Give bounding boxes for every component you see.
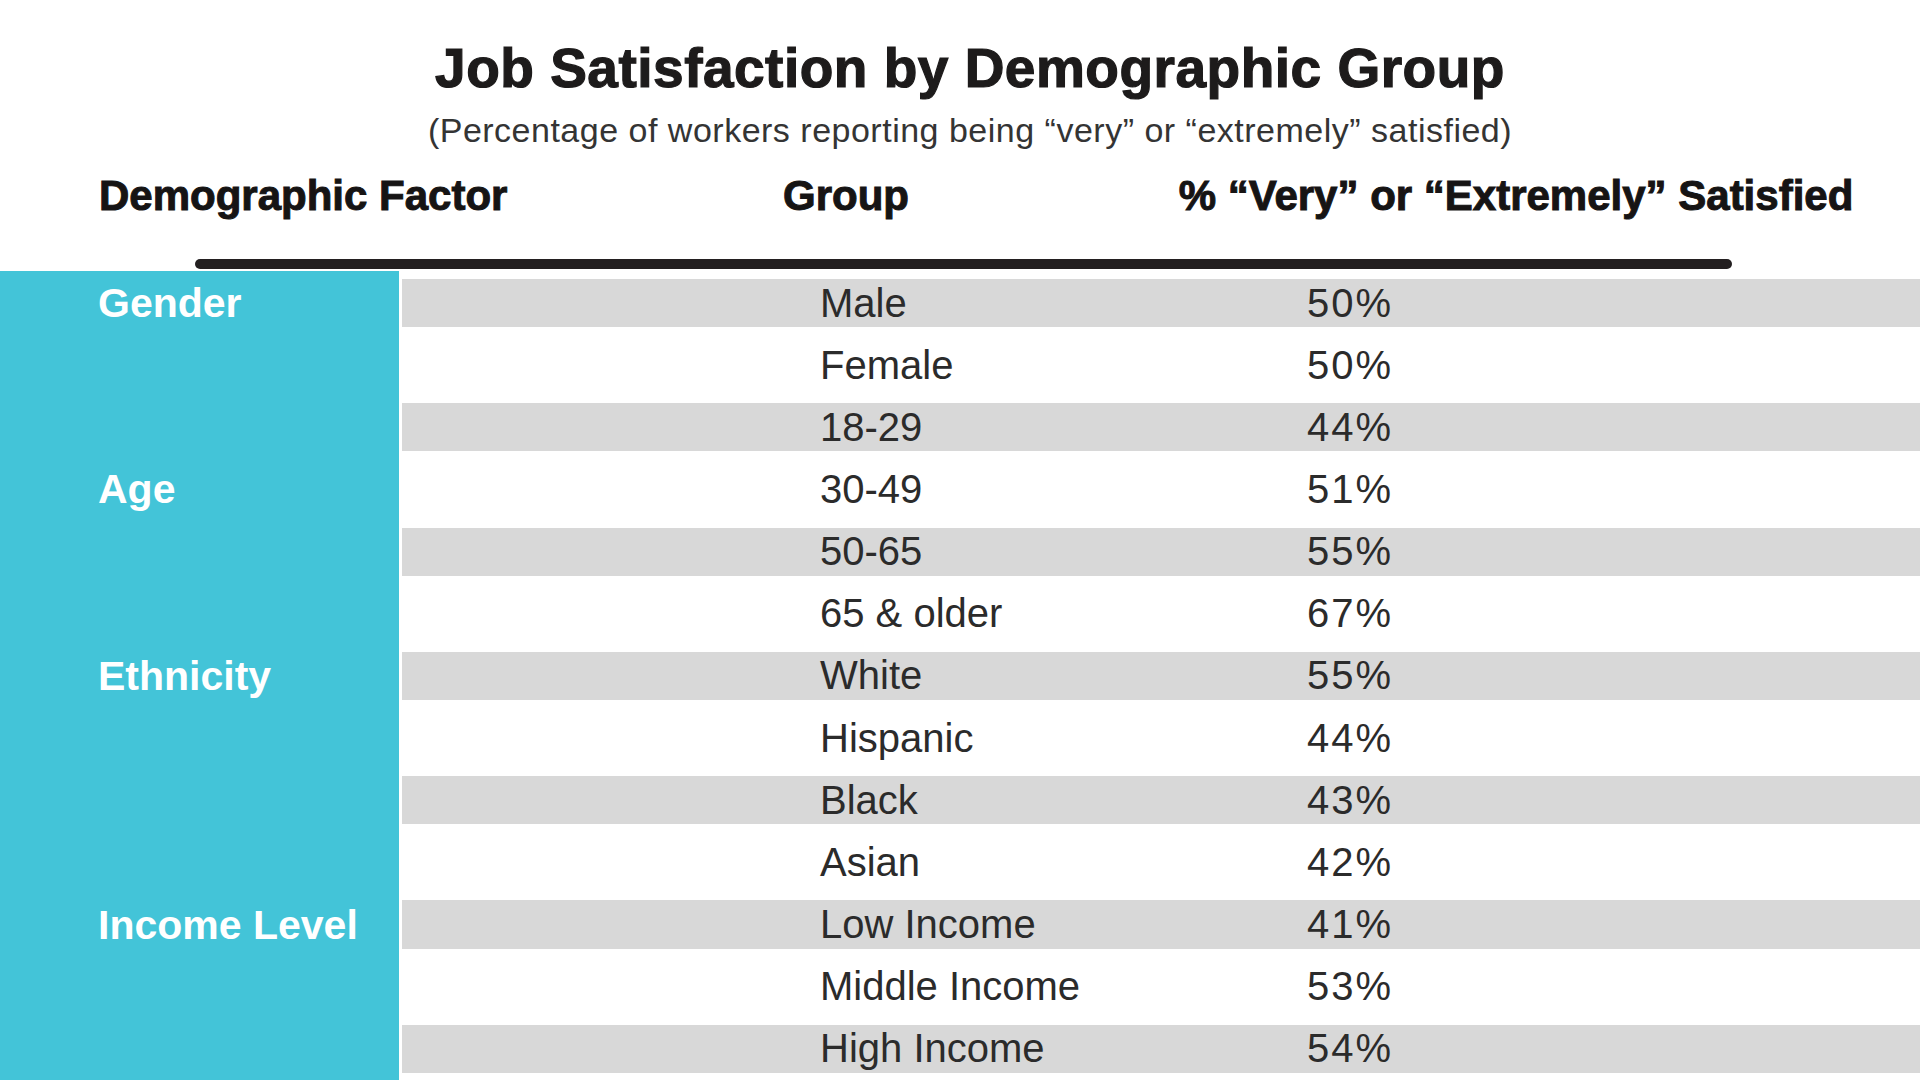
row-stripe — [402, 963, 1920, 1011]
value-cell: 54% — [1307, 1018, 1393, 1080]
job-satisfaction-table-page: Job Satisfaction by Demographic Group (P… — [0, 0, 1920, 1080]
page-subtitle: (Percentage of workers reporting being “… — [10, 111, 1920, 150]
row-stripe — [402, 900, 1920, 948]
table-row: 50-65 55% — [0, 521, 1920, 583]
group-cell: Female — [820, 334, 953, 396]
value-cell: 44% — [1307, 396, 1393, 458]
table-row: Male 50% — [0, 272, 1920, 334]
table-row: Low Income 41% — [0, 893, 1920, 955]
value-cell: 44% — [1307, 707, 1393, 769]
row-stripe — [402, 465, 1920, 513]
value-cell: 50% — [1307, 272, 1393, 334]
value-cell: 50% — [1307, 334, 1393, 396]
row-stripe — [402, 1025, 1920, 1073]
value-cell: 67% — [1307, 583, 1393, 645]
table-row: 30-49 51% — [0, 458, 1920, 520]
group-cell: 50-65 — [820, 521, 922, 583]
table-row: Female 50% — [0, 334, 1920, 396]
row-stripe — [402, 279, 1920, 327]
group-cell: White — [820, 645, 922, 707]
row-stripe — [402, 714, 1920, 762]
row-stripe — [402, 341, 1920, 389]
group-cell: Low Income — [820, 893, 1036, 955]
row-stripe — [402, 590, 1920, 638]
table-row: Asian 42% — [0, 831, 1920, 893]
group-cell: High Income — [820, 1018, 1045, 1080]
value-cell: 43% — [1307, 769, 1393, 831]
table-row: Hispanic 44% — [0, 707, 1920, 769]
row-stripe — [402, 403, 1920, 451]
table-row: 65 & older 67% — [0, 583, 1920, 645]
table-row: Black 43% — [0, 769, 1920, 831]
column-header-group: Group — [783, 172, 909, 220]
table-row: 18-29 44% — [0, 396, 1920, 458]
column-header-satisfied-percent: % “Very” or “Extremely” Satisfied — [1179, 172, 1854, 220]
value-cell: 41% — [1307, 893, 1393, 955]
column-header-demographic-factor: Demographic Factor — [99, 172, 507, 220]
table-row: White 55% — [0, 645, 1920, 707]
group-cell: Male — [820, 272, 907, 334]
row-stripe — [402, 838, 1920, 886]
group-cell: 30-49 — [820, 458, 922, 520]
value-cell: 55% — [1307, 645, 1393, 707]
group-cell: Asian — [820, 831, 920, 893]
value-cell: 55% — [1307, 521, 1393, 583]
header-divider-rule — [195, 259, 1732, 269]
row-stripe — [402, 528, 1920, 576]
group-cell: Black — [820, 769, 918, 831]
table-row: High Income 54% — [0, 1018, 1920, 1080]
page-title: Job Satisfaction by Demographic Group — [10, 36, 1920, 100]
table-body: Male 50% Female 50% 18-29 44% 30-49 51% … — [0, 272, 1920, 1080]
group-cell: Middle Income — [820, 956, 1080, 1018]
group-cell: 65 & older — [820, 583, 1002, 645]
row-stripe — [402, 776, 1920, 824]
group-cell: 18-29 — [820, 396, 922, 458]
value-cell: 53% — [1307, 956, 1393, 1018]
table-row: Middle Income 53% — [0, 956, 1920, 1018]
row-stripe — [402, 652, 1920, 700]
value-cell: 51% — [1307, 458, 1393, 520]
group-cell: Hispanic — [820, 707, 973, 769]
value-cell: 42% — [1307, 831, 1393, 893]
